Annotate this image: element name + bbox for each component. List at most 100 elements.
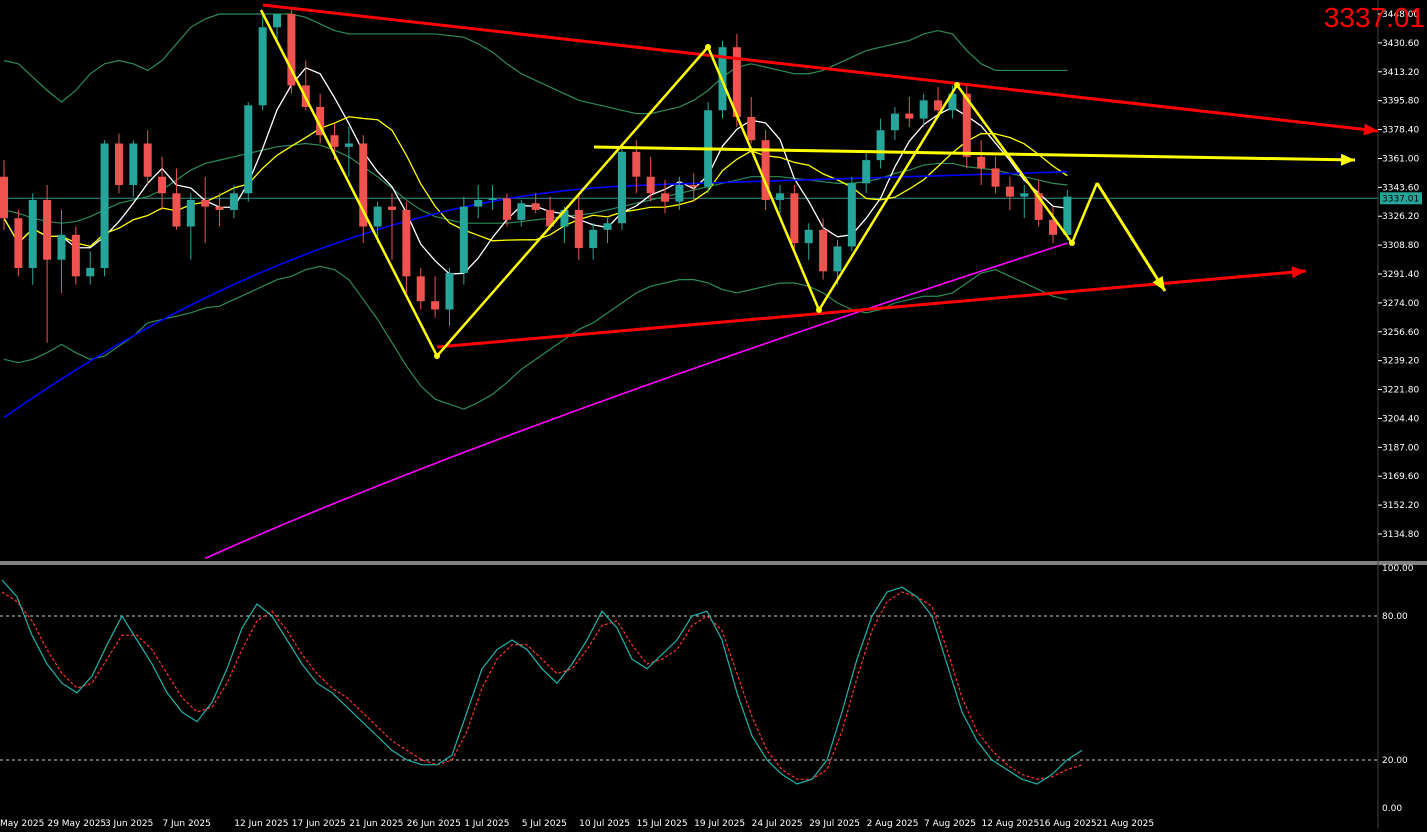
pane-separator [0,561,1427,565]
time-axis-label: 12 Jun 2025 [234,819,288,828]
time-axis-label: 10 Jul 2025 [579,819,630,828]
lower-trendline-head [1291,266,1306,279]
time-axis-label: 2 Aug 2025 [867,819,919,828]
candle-body [761,140,770,200]
candle-body [962,93,971,157]
upper-trendline [262,3,1379,133]
time-axis-label: 24 Jul 2025 [752,819,803,828]
current-price-tag-bg [1380,192,1422,205]
candle-body [143,143,152,177]
neckline-arrow-head [1340,153,1355,166]
candle-body [862,160,871,184]
candle-body [129,143,138,186]
candle-body [244,105,253,194]
time-axis-label: 7 Aug 2025 [924,819,976,828]
candle-body [804,229,813,244]
price-axis-label: 3169.60 [1382,472,1419,482]
candle-body [1063,196,1072,235]
candle-body [689,185,698,187]
candle-body [747,116,756,141]
stochastic-pane[interactable] [0,579,1378,785]
candle-body [100,143,109,269]
price-axis-label: 3152.20 [1382,501,1419,511]
zigzag-pivot [954,82,960,88]
zigzag-pivot [705,44,711,50]
price-axis-label: 3448.00 [1382,10,1419,20]
time-axis-label: 21 Jun 2025 [349,819,403,828]
candle-body [589,229,598,249]
price-axis-label: 3274.00 [1382,299,1419,309]
candle-body [459,206,468,274]
time-axis-label: 26 Jun 2025 [407,819,461,828]
time-axis-label: 29 Jul 2025 [809,819,860,828]
time-axis-label: 7 Jun 2025 [162,819,210,828]
time-axis-label: 21 Aug 2025 [1096,819,1154,828]
price-axis-label: 3291.40 [1382,270,1419,280]
bollinger-middle-line [3,142,1068,224]
candle-body [833,246,842,272]
time-axis-label: 1 Jul 2025 [464,819,509,828]
candle-body [28,199,37,269]
price-axis-label: 3256.60 [1382,328,1419,338]
sma-200-line [204,242,1068,560]
price-axis-label: 3378.40 [1382,126,1419,136]
zigzag-projection-head [1152,275,1165,291]
candle-body [158,176,167,194]
time-axis-label: 15 Jul 2025 [637,819,688,828]
candle-body [431,301,440,310]
candle-body [229,193,238,210]
candle-body [905,113,914,119]
zigzag-projection [1095,182,1167,292]
candle-body [1049,219,1058,235]
candle-body [876,130,885,161]
time-axis-label: 17 Jun 2025 [292,819,346,828]
price-axis-label: 3221.80 [1382,386,1419,396]
candle-body [373,206,382,227]
candle-body [819,229,828,272]
candle-body [617,151,626,224]
candle-body [775,193,784,200]
price-axis-label: 3430.60 [1382,39,1419,49]
sma-mid-line [3,116,1068,248]
candle-body [546,209,555,227]
candle-body [574,209,583,249]
candle-body [402,209,411,277]
candle-body [847,183,856,247]
candle-body [287,14,296,86]
candle-body [273,14,282,28]
candle-body [172,193,181,227]
candle-body [114,143,123,186]
price-axis-label: 3326.20 [1382,212,1419,222]
drawn-objects[interactable] [259,3,1379,359]
time-axis-label: 12 Aug 2025 [982,819,1040,828]
candle-body [43,199,52,260]
stoch-axis-label: 20.00 [1382,756,1408,766]
price-axis-label: 3343.60 [1382,183,1419,193]
candle-body [632,151,641,177]
candle-body [57,234,66,260]
upper-trendline-head [1363,123,1378,136]
price-axis-label: 3308.80 [1382,241,1419,251]
zigzag-pivot [1069,240,1075,246]
candle-body [0,176,8,219]
price-axis-label: 3134.80 [1382,530,1419,540]
candle-body [732,47,741,117]
zigzag-pivot [816,307,822,313]
candle-body [186,199,195,227]
candle-body [14,218,23,269]
time-axis-label: 29 May 2025 [47,819,106,828]
candle-body [258,27,267,106]
candle-body [86,268,95,277]
candle-body [675,185,684,202]
candle-body [445,273,454,310]
price-axis-label: 3204.40 [1382,414,1419,424]
time-axis-label: 16 Aug 2025 [1039,819,1097,828]
candle-body [359,143,368,227]
candle-body [603,223,612,230]
candle-body [790,193,799,244]
time-axis-label: 19 Jul 2025 [694,819,745,828]
candle-body [560,209,569,227]
